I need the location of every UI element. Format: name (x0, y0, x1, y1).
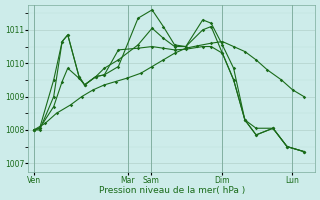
X-axis label: Pression niveau de la mer( hPa ): Pression niveau de la mer( hPa ) (99, 186, 245, 195)
